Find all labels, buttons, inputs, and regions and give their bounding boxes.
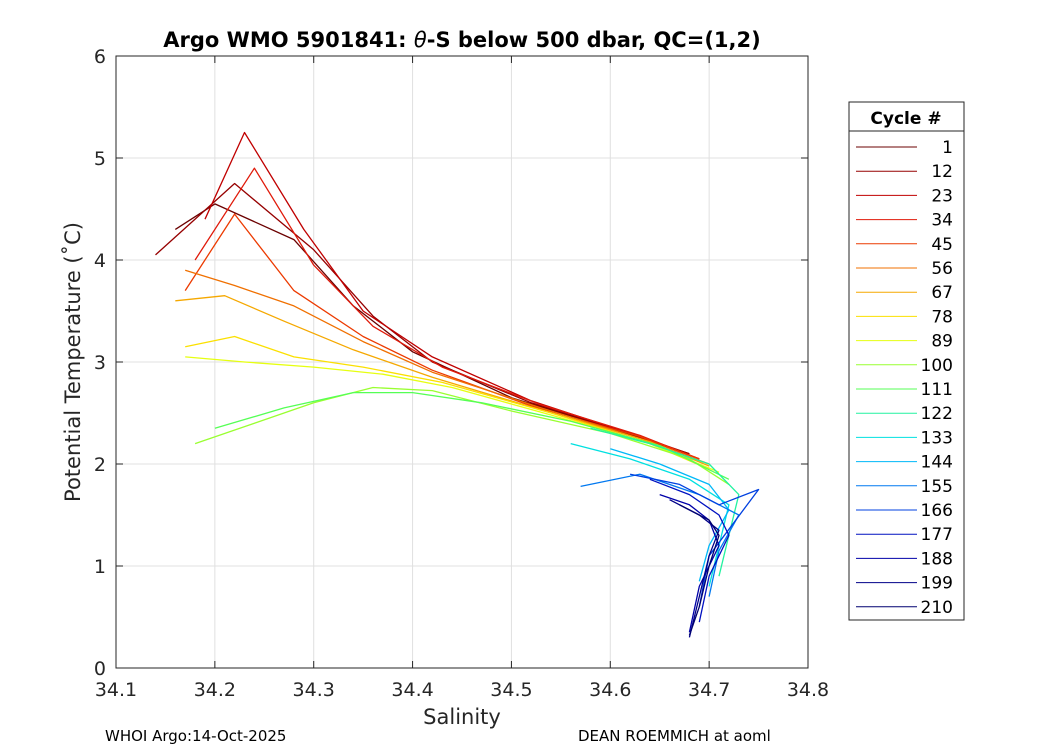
series-line-cycle-89: [185, 356, 720, 473]
x-tick-label: 34.1: [95, 679, 137, 701]
legend: Cycle # 1 12 23 34 45 56 67 78 89 100 111 122 133 144…: [848, 101, 965, 621]
y-tick-label: 6: [94, 46, 106, 68]
series-line-cycle-12: [155, 182, 690, 455]
y-tick-label: 2: [94, 454, 106, 476]
y-tick-label: 0: [94, 658, 106, 680]
series-line-cycle-144: [610, 448, 730, 582]
y-tick-label: 1: [94, 556, 106, 578]
x-tick-label: 34.3: [293, 679, 335, 701]
x-tick-label: 34.6: [589, 679, 631, 701]
x-axis-ticks: 34.1 34.2 34.3 34.4 34.5 34.6 34.7 34.8: [95, 56, 829, 701]
x-tick-label: 34.7: [688, 679, 730, 701]
legend-entry-label: 45: [931, 235, 953, 255]
grid-lines: [116, 56, 808, 668]
legend-entry-label: 188: [921, 549, 953, 569]
legend-entry-label: 1: [942, 138, 953, 158]
legend-entry-label: 23: [931, 186, 953, 206]
y-tick-label: 3: [94, 352, 106, 374]
legend-entry-label: 34: [931, 211, 953, 231]
legend-entry-label: 199: [921, 574, 953, 594]
series-line-cycle-45: [184, 213, 700, 460]
footer-right: DEAN ROEMMICH at aoml: [578, 727, 771, 745]
series-line-cycle-78: [185, 335, 710, 470]
legend-entry-label: 56: [931, 259, 953, 279]
legend-entry-label: 89: [931, 332, 953, 352]
x-tick-label: 34.5: [490, 679, 532, 701]
legend-entry-label: 78: [931, 307, 953, 327]
series-line-cycle-210: [679, 504, 720, 636]
x-tick-label: 34.8: [787, 679, 829, 701]
legend-entry-label: 12: [931, 162, 953, 182]
chart-title: Argo WMO 5901841: θ-S below 500 dbar, QC…: [163, 28, 760, 52]
y-axis-label: Potential Temperature (˚C): [61, 222, 85, 502]
plot-series: [155, 131, 760, 638]
series-line-cycle-67: [175, 295, 710, 467]
legend-entry-label: 133: [921, 428, 953, 448]
series-line-cycle-166: [629, 473, 760, 607]
x-axis-label: Salinity: [423, 705, 501, 729]
series-line-cycle-122: [590, 427, 740, 577]
series-line-cycle-133: [570, 442, 730, 587]
y-axis-ticks: 0 1 2 3 4 5 6: [94, 46, 808, 680]
legend-entry-label: 210: [921, 598, 953, 618]
x-tick-label: 34.2: [194, 679, 236, 701]
legend-entries: 1 12 23 34 45 56 67 78 89 100 111 122 133 144 155 166 17…: [856, 138, 953, 618]
y-tick-label: 5: [94, 148, 106, 170]
series-line-cycle-23: [204, 131, 700, 460]
series-line-cycle-34: [194, 167, 700, 460]
legend-entry-label: 155: [921, 477, 953, 497]
footer-left: WHOI Argo:14-Oct-2025: [105, 727, 286, 745]
legend-title: Cycle #: [870, 109, 941, 129]
legend-entry-label: 100: [921, 356, 953, 376]
series-line-cycle-188: [659, 493, 720, 633]
series-line-cycle-100: [194, 386, 730, 485]
y-tick-label: 4: [94, 250, 106, 272]
legend-entry-label: 166: [921, 501, 953, 521]
legend-entry-label: 122: [921, 404, 953, 424]
legend-entry-label: 144: [921, 453, 953, 473]
series-line-cycle-177: [649, 478, 730, 623]
x-tick-label: 34.4: [391, 679, 433, 701]
legend-box: [848, 101, 965, 621]
series-line-cycle-56: [185, 269, 710, 465]
series-line-cycle-199: [669, 499, 720, 638]
legend-entry-label: 177: [921, 525, 953, 545]
legend-entry-label: 111: [921, 380, 953, 400]
series-line-cycle-111: [214, 391, 730, 480]
series-line-cycle-1: [174, 203, 690, 455]
legend-entry-label: 67: [931, 283, 953, 303]
